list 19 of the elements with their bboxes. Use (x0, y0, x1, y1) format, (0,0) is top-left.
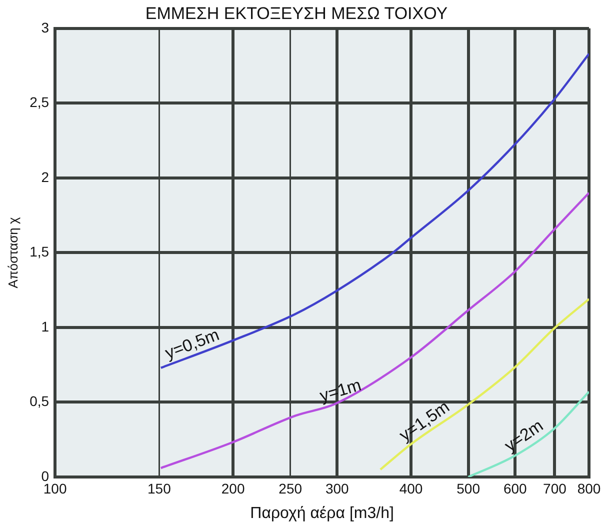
chart-title: ΕΜΜΕΣΗ ΕΚΤΟΞΕΥΣΗ ΜΕΣΩ ΤΟΙΧΟΥ (145, 4, 448, 23)
x-tick-label: 400 (399, 480, 423, 496)
y-axis-title: Απόσταση χ (5, 217, 20, 288)
x-tick-label: 500 (456, 480, 480, 496)
x-tick-label: 600 (503, 480, 528, 496)
x-tick-label: 250 (278, 480, 302, 496)
x-tick-label: 800 (577, 480, 601, 496)
x-tick-label: 200 (221, 480, 245, 496)
y-tick-label: 1 (41, 318, 50, 334)
text: y=1m (318, 375, 364, 406)
y-tick-label: 0,5 (30, 393, 50, 410)
y-tick-label: 1,5 (30, 244, 50, 260)
x-tick-label: 150 (147, 480, 172, 496)
x-axis-title: Παροχή αέρα [m3/h] (250, 504, 394, 522)
y-tick-label: 3 (41, 19, 50, 36)
x-tick-label: 300 (325, 480, 350, 496)
x-tick-label: 700 (543, 480, 567, 496)
y-tick-label: 2 (41, 168, 50, 185)
y-tick-label: 2,5 (30, 94, 50, 110)
